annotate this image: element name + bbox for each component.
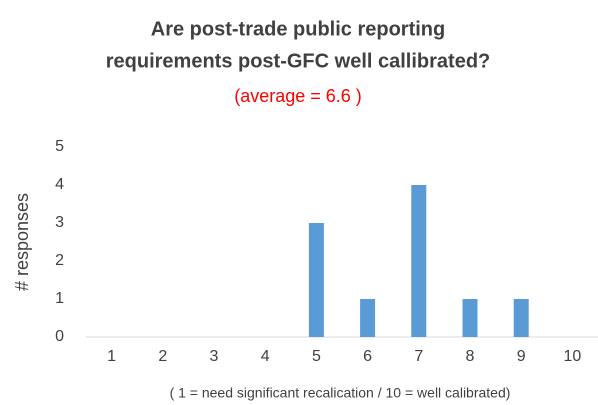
bar [308, 223, 324, 337]
y-tick-label: 5 [55, 138, 64, 155]
x-tick-label: 3 [210, 348, 219, 365]
x-tick-label: 10 [564, 348, 582, 365]
bar [411, 185, 427, 337]
x-tick-label: 9 [517, 348, 526, 365]
y-tick-label: 2 [55, 252, 64, 269]
x-tick-label: 6 [363, 348, 372, 365]
x-tick-label: 1 [107, 348, 116, 365]
y-tick-label: 1 [55, 290, 64, 307]
y-tick-label: 4 [55, 176, 64, 193]
x-tick-label: 4 [261, 348, 270, 365]
x-tick-label: 2 [158, 348, 167, 365]
x-tick-label: 8 [466, 348, 475, 365]
chart-title: Are post-trade public reporting [151, 18, 445, 40]
x-tick-label: 5 [312, 348, 321, 365]
chart-title: requirements post-GFC well callibrated? [106, 50, 491, 72]
y-axis-label: # responses [12, 193, 32, 291]
x-axis-label: ( 1 = need significant recalication / 10… [170, 385, 511, 401]
chart-subtitle: (average = 6.6 ) [234, 86, 362, 106]
bar [462, 299, 478, 337]
x-tick-label: 7 [414, 348, 423, 365]
bar [360, 299, 376, 337]
y-tick-label: 0 [55, 328, 64, 345]
bar [513, 299, 529, 337]
y-tick-label: 3 [55, 214, 64, 231]
